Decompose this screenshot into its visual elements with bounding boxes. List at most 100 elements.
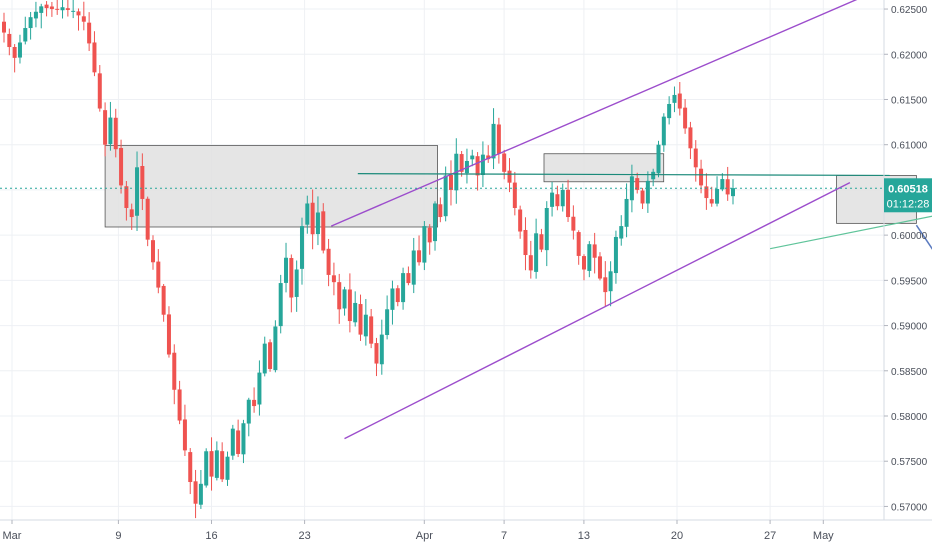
candle-body xyxy=(438,204,443,218)
price-tick-label: 0.58500 xyxy=(891,367,928,378)
candle-body xyxy=(539,234,544,250)
candlestick-series xyxy=(2,0,735,519)
candle-body xyxy=(60,7,65,11)
current-price-box xyxy=(884,178,932,213)
candle-body xyxy=(613,236,618,274)
time-tick-label: Mar xyxy=(3,530,22,542)
candle-body xyxy=(507,170,512,183)
price-tick-label: 0.59000 xyxy=(891,322,928,333)
candle-body xyxy=(236,430,241,454)
candle-body xyxy=(342,289,347,309)
candle-body xyxy=(576,232,581,256)
projection-arrow-shaft[interactable] xyxy=(915,224,932,305)
candle-body xyxy=(496,124,501,154)
resistance-line[interactable] xyxy=(357,173,890,177)
candle-body xyxy=(92,42,97,73)
candle-body xyxy=(385,309,390,335)
candle-body xyxy=(433,203,438,242)
candle-body xyxy=(193,481,198,504)
candle-body xyxy=(645,180,650,204)
candle-body xyxy=(720,179,725,190)
candle-body xyxy=(39,6,44,13)
candle-body xyxy=(209,451,214,477)
candle-body xyxy=(651,171,656,180)
candle-body xyxy=(87,22,92,44)
candle-body xyxy=(103,110,108,145)
time-tick-label: 23 xyxy=(298,530,310,542)
candle-body xyxy=(145,198,150,240)
candle-body xyxy=(555,194,560,207)
candle-body xyxy=(182,419,187,451)
price-axis[interactable]: 0.625000.620000.615000.610000.605000.600… xyxy=(884,5,928,513)
candle-body xyxy=(108,117,113,145)
candle-body xyxy=(17,42,22,58)
candle-body xyxy=(353,302,358,323)
time-tick-label: 27 xyxy=(764,530,776,542)
axes: 0.625000.620000.615000.610000.605000.600… xyxy=(0,0,932,542)
time-tick-label: 9 xyxy=(115,530,121,542)
candle-body xyxy=(640,190,645,204)
candle-body xyxy=(560,189,565,207)
price-zone-1[interactable] xyxy=(104,145,438,228)
candle-body xyxy=(331,275,336,283)
candle-body xyxy=(725,179,730,195)
rising-trendline[interactable] xyxy=(769,198,932,250)
candle-body xyxy=(124,186,129,208)
candle-body xyxy=(677,93,682,109)
candle-body xyxy=(289,258,294,298)
candle-body xyxy=(204,451,209,486)
candle-body xyxy=(550,192,555,207)
bar-countdown-label: 01:12:28 xyxy=(887,198,930,210)
candle-body xyxy=(33,11,38,19)
candle-body xyxy=(113,117,118,150)
candle-body xyxy=(150,240,155,263)
candle-body xyxy=(672,94,677,103)
candle-body xyxy=(23,28,28,42)
candle-body xyxy=(262,343,267,374)
candle-body xyxy=(284,257,289,283)
supply-demand-zones[interactable] xyxy=(104,145,917,228)
time-tick-label: 16 xyxy=(205,530,217,542)
candle-body xyxy=(379,334,384,365)
candle-body xyxy=(161,285,166,315)
price-tick-label: 0.57500 xyxy=(891,457,928,468)
channel-line-upper[interactable] xyxy=(330,0,876,227)
time-axis[interactable]: Mar91623Apr7132027May1118 xyxy=(3,520,932,542)
candle-body xyxy=(7,33,12,48)
price-zone-2[interactable] xyxy=(543,153,665,183)
time-tick-label: Apr xyxy=(416,530,433,542)
candle-body xyxy=(321,211,326,251)
candle-body xyxy=(459,154,464,172)
candle-body xyxy=(369,316,374,344)
candle-body xyxy=(582,256,587,270)
candle-body xyxy=(709,199,714,204)
channel-line-lower[interactable] xyxy=(344,182,851,440)
candle-body xyxy=(544,208,549,251)
candle-body xyxy=(512,182,517,208)
candle-body xyxy=(395,288,400,303)
candle-body xyxy=(225,456,230,480)
candle-body xyxy=(220,451,225,480)
candle-body xyxy=(422,226,427,263)
candle-body xyxy=(411,250,416,285)
candle-body xyxy=(214,450,219,478)
candle-body xyxy=(310,202,315,235)
candle-body xyxy=(592,244,597,258)
candle-body xyxy=(257,372,262,405)
drawing-tools[interactable] xyxy=(330,0,932,440)
candle-body xyxy=(688,127,693,149)
candle-body xyxy=(268,342,273,369)
candle-body xyxy=(486,155,491,160)
candle-body xyxy=(294,269,299,297)
candle-body xyxy=(661,116,666,146)
candle-body xyxy=(166,314,171,355)
time-tick-label: 13 xyxy=(578,530,590,542)
candle-body xyxy=(427,227,432,243)
candle-body xyxy=(278,283,283,327)
candle-body xyxy=(715,189,720,204)
candle-body xyxy=(534,233,539,272)
candle-body xyxy=(177,389,182,421)
candle-body xyxy=(401,273,406,303)
